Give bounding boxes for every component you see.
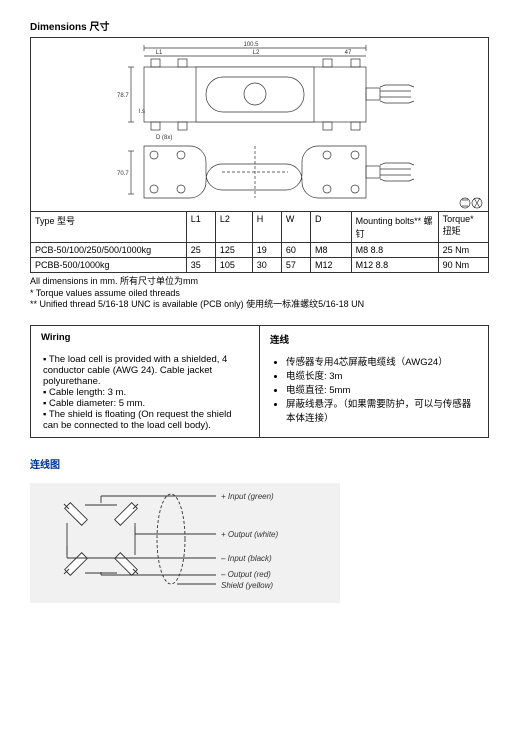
th-torque: Torque* 扭矩 — [438, 212, 488, 243]
wiring-item: 传感器专用4芯屏蔽电缆线（AWG24） — [286, 354, 478, 368]
th-l2: L2 — [215, 212, 252, 243]
svg-text:l.s: l.s — [139, 109, 145, 115]
footnote: All dimensions in mm. 所有尺寸单位为mm — [30, 276, 489, 288]
footnote: ** Unified thread 5/16-18 UNC is availab… — [30, 299, 489, 311]
th-h: H — [252, 212, 281, 243]
svg-text:78.7: 78.7 — [117, 93, 129, 99]
spec-table: Type 型号 L1 L2 H W D Mounting bolts** 螺钉 … — [30, 211, 489, 273]
wiring-item: The shield is floating (On request the s… — [43, 409, 249, 431]
svg-text:Shield (yellow): Shield (yellow) — [221, 581, 273, 590]
th-bolts: Mounting bolts** 螺钉 — [351, 212, 438, 243]
wiring-header-left: Wiring — [31, 326, 260, 349]
wiring-item: Cable length: 3 m. — [43, 387, 249, 398]
wiring-table: Wiring 连线 The load cell is provided with… — [30, 325, 489, 438]
technical-drawing: 100.5 L1 L2 47 78.7 l.s D (8x) 70.7 — [30, 37, 489, 212]
th-l1: L1 — [186, 212, 215, 243]
table-row: PCB-50/100/250/500/1000kg 25 125 19 60 M… — [31, 243, 489, 258]
svg-text:D (8x): D (8x) — [156, 135, 172, 141]
svg-text:100.5: 100.5 — [243, 42, 259, 48]
svg-text:– Output (red): – Output (red) — [220, 570, 271, 579]
wiring-right-cell: 传感器专用4芯屏蔽电缆线（AWG24） 电缆长度: 3m 电缆直径: 5mm 屏… — [260, 348, 489, 438]
svg-text:+ Output (white): + Output (white) — [221, 530, 278, 539]
connection-heading: 连线图 — [30, 456, 489, 471]
svg-text:70.7: 70.7 — [117, 171, 129, 177]
svg-text:47: 47 — [345, 50, 352, 56]
svg-text:+ Input (green): + Input (green) — [221, 492, 274, 501]
wiring-item: The load cell is provided with a shielde… — [43, 354, 249, 387]
th-w: W — [281, 212, 310, 243]
wiring-item: 电缆长度: 3m — [286, 368, 478, 382]
wiring-header-right: 连线 — [260, 326, 489, 349]
footnotes: All dimensions in mm. 所有尺寸单位为mm * Torque… — [30, 276, 489, 311]
wiring-item: Cable diameter: 5 mm. — [43, 398, 249, 409]
footnote: * Torque values assume oiled threads — [30, 288, 489, 300]
wiring-left-cell: The load cell is provided with a shielde… — [31, 348, 260, 438]
table-row: PCBB-500/1000kg 35 105 30 57 M12 M12 8.8… — [31, 258, 489, 273]
wiring-item: 电缆直径: 5mm — [286, 382, 478, 396]
wiring-item: 屏蔽线悬浮。（如果需要防护，可以与传感器本体连接） — [286, 396, 478, 424]
svg-text:– Input (black): – Input (black) — [220, 554, 272, 563]
connection-diagram: + Input (green) + Output (white) – Input… — [30, 483, 340, 603]
th-d: D — [310, 212, 351, 243]
svg-text:L2: L2 — [253, 50, 260, 56]
svg-text:L1: L1 — [156, 50, 163, 56]
dimensions-heading: Dimensions 尺寸 — [30, 18, 489, 33]
th-type: Type 型号 — [31, 212, 187, 243]
